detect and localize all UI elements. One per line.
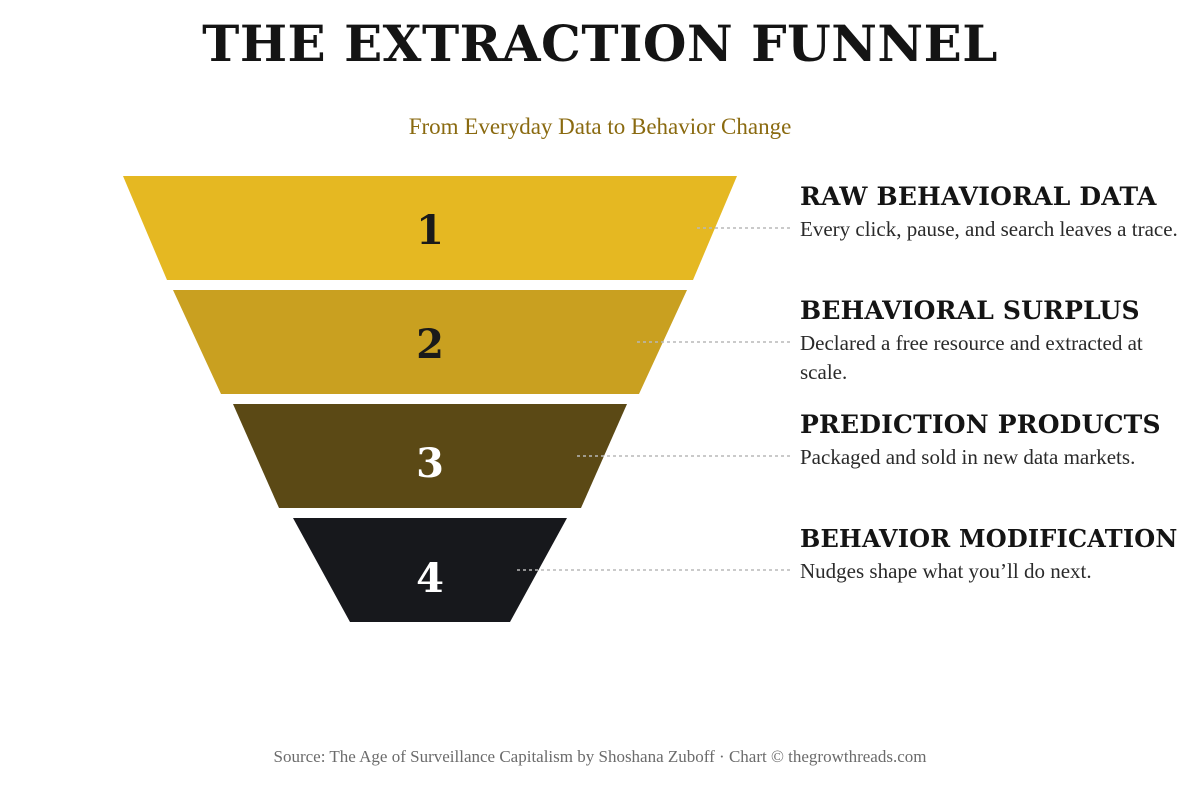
stage-heading-2: BEHAVIORAL SURPLUS bbox=[800, 296, 1140, 325]
stage-heading-1: RAW BEHAVIORAL DATA bbox=[800, 182, 1157, 211]
page-subtitle: From Everyday Data to Behavior Change bbox=[408, 114, 792, 139]
funnel-stage-1: 1 bbox=[123, 176, 790, 280]
funnel-segment-4 bbox=[293, 518, 567, 622]
funnel-segment-2 bbox=[173, 290, 687, 394]
stage-heading-3: PREDICTION PRODUCTS bbox=[800, 410, 1161, 439]
funnel-segment-1 bbox=[123, 176, 737, 280]
funnel-segment-3 bbox=[233, 404, 627, 508]
funnel-stage-2: 2 bbox=[173, 290, 790, 394]
stage-description-2: Declared a free resource and extracted a… bbox=[800, 331, 1143, 384]
stage-heading-4: BEHAVIOR MODIFICATION bbox=[800, 524, 1178, 553]
stage-number-4: 4 bbox=[416, 555, 444, 602]
page-title: THE EXTRACTION FUNNEL bbox=[202, 14, 998, 73]
stage-description-4: Nudges shape what you’ll do next. bbox=[800, 559, 1092, 583]
stage-description-3: Packaged and sold in new data markets. bbox=[800, 445, 1136, 469]
stage-label-4: BEHAVIOR MODIFICATION Nudges shape what … bbox=[800, 524, 1195, 586]
stage-description-1: Every click, pause, and search leaves a … bbox=[800, 217, 1178, 241]
stage-number-2: 2 bbox=[416, 321, 444, 368]
stage-number-1: 1 bbox=[416, 207, 444, 254]
funnel-stage-3: 3 bbox=[233, 404, 790, 508]
stage-label-1: RAW BEHAVIORAL DATA Every click, pause, … bbox=[800, 182, 1195, 244]
stage-label-3: PREDICTION PRODUCTS Packaged and sold in… bbox=[800, 410, 1195, 472]
source-caption: Source: The Age of Surveillance Capitali… bbox=[273, 747, 927, 766]
funnel-stage-4: 4 bbox=[293, 518, 790, 622]
stage-number-3: 3 bbox=[416, 440, 444, 487]
stage-label-2: BEHAVIORAL SURPLUS Declared a free resou… bbox=[800, 296, 1195, 387]
